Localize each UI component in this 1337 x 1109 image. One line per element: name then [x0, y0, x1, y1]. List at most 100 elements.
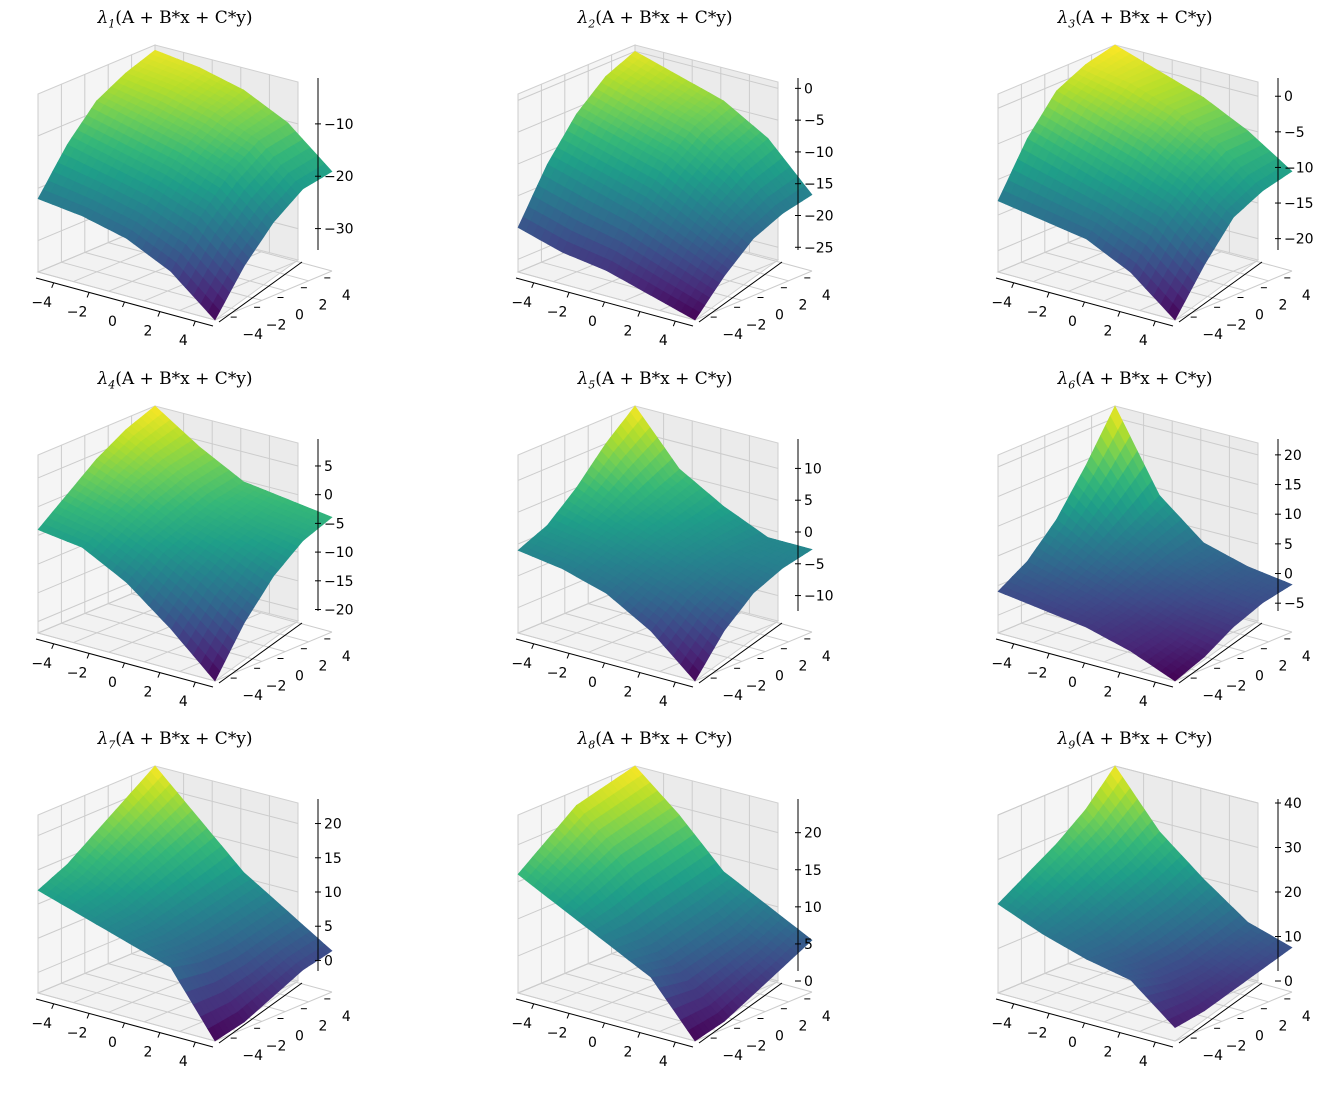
- z-tick-label: −10: [324, 545, 354, 561]
- y-tick-label: −4: [242, 327, 263, 343]
- z-tick-label: −10: [804, 145, 834, 161]
- plot-title: λ7(A + B*x + C*y): [97, 729, 253, 752]
- z-tick-label: −10: [804, 589, 834, 605]
- x-tick-mark: [192, 321, 196, 327]
- surface-plot-2: λ2(A + B*x + C*y) −4 −2 0 2 4 −4 −2 0 2 4 −25 −20 −1…: [480, 0, 925, 360]
- surface-patch: [517, 545, 531, 554]
- floor-gridline: [1044, 251, 1222, 301]
- z-tick-label: −20: [324, 603, 354, 619]
- floor-gridline: [517, 632, 696, 682]
- x-tick-label: 2: [143, 1045, 152, 1061]
- z-tick-label: 10: [804, 461, 822, 477]
- floor-gridline: [214, 991, 333, 1042]
- z-tick-label: −5: [1284, 596, 1305, 612]
- y-axis-line: [1178, 622, 1263, 684]
- y-axis-line: [698, 622, 783, 684]
- y-tick-label: 2: [318, 659, 327, 675]
- y-tick-label: −4: [722, 327, 743, 343]
- surface-patch: [517, 216, 531, 233]
- z-tick-label: −5: [804, 113, 825, 129]
- x-tick-mark: [531, 643, 535, 649]
- x-tick-mark: [531, 282, 535, 288]
- z-tick-label: 0: [1284, 89, 1293, 105]
- z-tick-label: 15: [324, 851, 342, 867]
- z-tick-label: −10: [324, 117, 354, 133]
- x-tick-mark: [1152, 321, 1156, 327]
- x-tick-label: 2: [1103, 685, 1112, 701]
- x-tick-label: 0: [108, 675, 117, 691]
- plot-title: λ1(A + B*x + C*y): [97, 8, 253, 31]
- surface-plot-4: λ4(A + B*x + C*y) −4 −2 0 2 4 −4 −2 0 2 4 −20 −15 −1…: [0, 361, 445, 721]
- x-tick-label: 4: [179, 1054, 188, 1070]
- plot-title: λ3(A + B*x + C*y): [1057, 8, 1213, 31]
- y-tick-label: −2: [1226, 317, 1247, 333]
- floor-gridline: [694, 270, 813, 321]
- x-tick-label: 4: [179, 694, 188, 710]
- x-tick-mark: [51, 282, 55, 288]
- x-tick-mark: [1046, 292, 1050, 298]
- y-tick-label: 0: [295, 669, 304, 685]
- floor-gridline: [997, 271, 1176, 321]
- z-tick-label: 5: [324, 919, 333, 935]
- y-tick-label: −2: [266, 317, 287, 333]
- z-tick-label: 10: [1284, 507, 1302, 523]
- surface-mesh: [997, 405, 1293, 682]
- z-tick-label: −20: [804, 209, 834, 225]
- z-tick-label: 0: [324, 954, 333, 970]
- x-tick-label: 0: [108, 1035, 117, 1051]
- y-tick-label: 4: [342, 649, 351, 665]
- x-tick-label: −4: [31, 295, 52, 311]
- y-axis-line: [218, 261, 303, 323]
- x-tick-label: −4: [31, 656, 52, 672]
- floor-gridline: [1174, 270, 1293, 321]
- x-tick-label: 0: [1068, 314, 1077, 330]
- floor-gridline: [179, 621, 297, 672]
- x-tick-label: −2: [67, 665, 88, 681]
- y-tick-label: 4: [1302, 288, 1311, 304]
- y-axis-line: [698, 261, 783, 323]
- z-tick-label: −15: [1284, 196, 1314, 212]
- y-tick-label: −4: [722, 688, 743, 704]
- floor-gridline: [564, 612, 742, 662]
- x-tick-mark: [1152, 682, 1156, 688]
- z-tick-label: −25: [804, 240, 834, 256]
- x-tick-mark: [1082, 662, 1085, 669]
- y-tick-label: −4: [242, 688, 263, 704]
- x-tick-mark: [1046, 653, 1050, 659]
- surface-plot-1: λ1(A + B*x + C*y) −4 −2 0 2 4 −4 −2 0 2 4 −30 −20 −1…: [0, 0, 445, 360]
- x-tick-mark: [1117, 672, 1121, 678]
- x-tick-label: −4: [31, 1016, 52, 1032]
- floor-gridline: [214, 631, 333, 682]
- y-tick-label: 4: [342, 288, 351, 304]
- x-tick-label: −4: [991, 656, 1012, 672]
- plot-title: λ5(A + B*x + C*y): [577, 369, 733, 392]
- surface-plot-8: λ8(A + B*x + C*y) −4 −2 0 2 4 −4 −2 0 2 4 0 5 10 15 20: [480, 721, 925, 1081]
- y-tick-label: −4: [242, 1048, 263, 1064]
- x-tick-mark: [1011, 643, 1015, 649]
- y-tick-label: 2: [318, 298, 327, 314]
- x-tick-label: −2: [547, 665, 568, 681]
- x-tick-label: 4: [179, 333, 188, 349]
- x-tick-mark: [192, 1042, 196, 1048]
- x-tick-label: 4: [1139, 694, 1148, 710]
- y-tick-label: −2: [1226, 678, 1247, 694]
- x-tick-mark: [1011, 282, 1015, 288]
- z-tick-label: 0: [804, 525, 813, 541]
- surface-mesh: [37, 49, 333, 321]
- surface-patch: [37, 885, 51, 895]
- y-tick-label: 0: [295, 308, 304, 324]
- floor-gridline: [517, 992, 696, 1042]
- y-axis-line: [218, 622, 303, 684]
- x-tick-mark: [122, 301, 125, 308]
- x-tick-mark: [602, 662, 605, 669]
- plot-title: λ8(A + B*x + C*y): [577, 729, 733, 752]
- y-tick-label: −2: [746, 317, 767, 333]
- floor-gridline: [84, 251, 262, 301]
- x-tick-label: −2: [67, 1025, 88, 1041]
- surface-plot-7: λ7(A + B*x + C*y) −4 −2 0 2 4 −4 −2 0 2 4 0 5 10 15 20: [0, 721, 445, 1081]
- y-tick-label: 0: [1255, 308, 1264, 324]
